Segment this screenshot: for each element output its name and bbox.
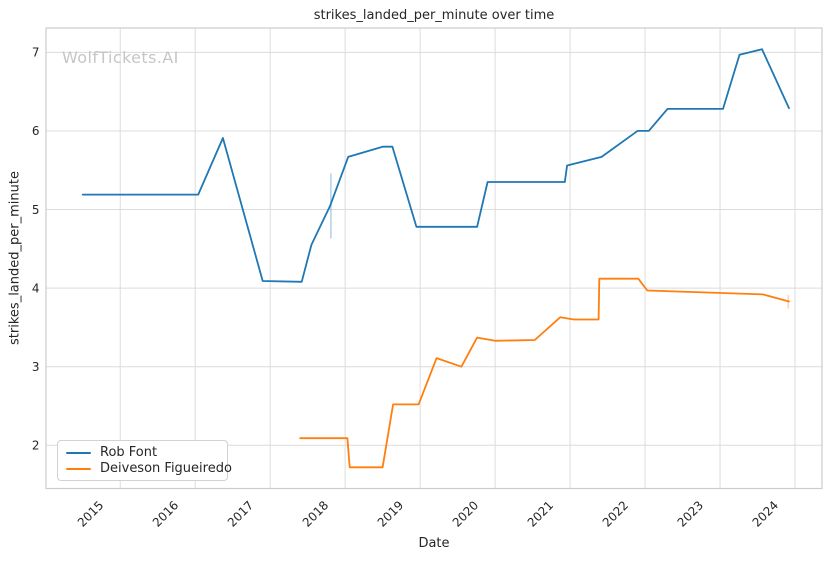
watermark: WolfTickets.AI <box>62 48 179 67</box>
y-tick-label-7: 7 <box>32 46 40 60</box>
y-tick-label-5: 5 <box>32 203 40 217</box>
x-tick-label-2018: 2018 <box>300 498 331 529</box>
plot-border <box>45 27 823 490</box>
y-tick-label-2: 2 <box>32 439 40 453</box>
legend-item-rob-font: Rob Font <box>66 446 219 459</box>
y-axis-label: strikes_landed_per_minute <box>7 171 23 345</box>
x-tick-label-2016: 2016 <box>150 498 181 529</box>
legend-label: Rob Font <box>100 445 158 460</box>
y-tick-label-4: 4 <box>32 281 40 295</box>
x-tick-label-2021: 2021 <box>525 498 556 529</box>
x-axis-label: Date <box>418 536 450 551</box>
x-tick-label-2022: 2022 <box>600 498 631 529</box>
x-tick-label-2017: 2017 <box>225 498 256 529</box>
chart-title: strikes_landed_per_minute over time <box>313 8 555 23</box>
series-line-deiveson-figueiredo <box>299 277 790 469</box>
x-tick-label-2024: 2024 <box>750 498 781 529</box>
x-tick-label-2020: 2020 <box>450 498 481 529</box>
y-tick-label-3: 3 <box>32 360 40 374</box>
legend-line-swatch-orange <box>66 467 91 470</box>
x-tick-label-2015: 2015 <box>75 498 106 529</box>
legend: Rob Font Deiveson Figueiredo <box>57 440 232 481</box>
x-tick-label-2023: 2023 <box>675 498 706 529</box>
y-tick-label-6: 6 <box>32 124 40 138</box>
x-tick-label-2019: 2019 <box>375 498 406 529</box>
legend-line-swatch-blue <box>66 451 91 454</box>
legend-item-deiveson-figueiredo: Deiveson Figueiredo <box>66 462 232 475</box>
legend-label: Deiveson Figueiredo <box>100 461 232 476</box>
series-line-rob-font <box>81 48 790 283</box>
